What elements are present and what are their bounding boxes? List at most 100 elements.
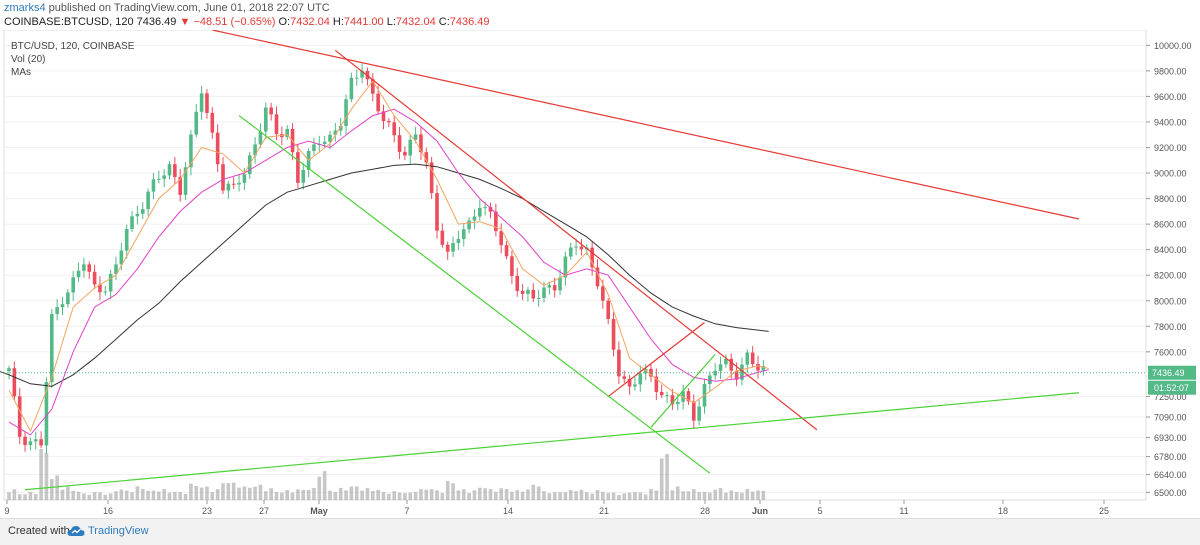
y-tick-label: 9600.00 <box>1154 92 1187 102</box>
candle-body <box>750 352 755 365</box>
candle-body <box>199 93 204 112</box>
volume-bar <box>199 487 204 500</box>
last-price-tag <box>1148 365 1196 380</box>
candle-body <box>360 70 364 78</box>
tradingview-brand-link[interactable]: TradingView <box>88 525 149 537</box>
y-tick-label: 7600.00 <box>1154 347 1187 357</box>
candle-body <box>697 406 701 421</box>
volume-bar <box>606 492 610 500</box>
candle-body <box>167 164 172 176</box>
volume-bar <box>761 490 766 500</box>
open-label: O: <box>278 16 291 28</box>
volume-bar <box>162 489 166 500</box>
volume-bar <box>344 490 348 500</box>
candle-body <box>135 213 140 217</box>
volume-bar <box>611 492 616 500</box>
tradingview-cloud-icon[interactable] <box>67 524 85 543</box>
x-tick-label: 28 <box>700 506 710 516</box>
ma-fast-line <box>8 80 769 433</box>
volume-bar <box>253 486 257 500</box>
volume-bar <box>178 492 182 500</box>
volume-bar <box>333 492 338 500</box>
candle-body <box>579 246 584 250</box>
candle-body <box>205 93 209 113</box>
candle-body <box>563 256 568 278</box>
candle-body <box>151 179 156 192</box>
candle-body <box>215 132 220 165</box>
volume-bar <box>756 490 760 500</box>
volume-bar <box>226 483 231 500</box>
volume-bar <box>92 492 97 500</box>
volume-bar <box>419 489 423 500</box>
candle-body <box>344 99 348 126</box>
volume-bar <box>242 486 247 500</box>
candle-body <box>445 244 450 252</box>
candle-body <box>296 152 300 183</box>
volume-bar <box>157 491 161 500</box>
volume-bar <box>659 458 664 500</box>
volume-bar <box>71 490 75 500</box>
candle-body <box>435 193 439 231</box>
volume-bar <box>750 491 755 500</box>
candle-body <box>413 134 418 140</box>
candle-body <box>55 307 59 315</box>
candle-body <box>499 231 503 246</box>
volume-bar <box>381 492 386 500</box>
candle-body <box>28 441 33 446</box>
candle-body <box>349 77 354 100</box>
volume-bar <box>713 489 717 500</box>
candle-body <box>226 183 231 191</box>
low-label: L: <box>386 16 396 28</box>
y-tick-label: 7090.00 <box>1154 412 1187 422</box>
y-tick-label: 6780.00 <box>1154 452 1187 462</box>
volume-bar <box>649 489 653 500</box>
volume-bar <box>7 492 11 500</box>
y-tick-label: 8800.00 <box>1154 194 1187 204</box>
author-link[interactable]: zmarks4 <box>4 2 46 14</box>
candle-body <box>178 176 182 195</box>
volume-bar <box>643 494 648 500</box>
volume-bar <box>264 491 268 500</box>
volume-bar <box>354 486 359 500</box>
volume-bar <box>285 490 289 500</box>
volume-bar <box>33 494 38 500</box>
candle-body <box>617 349 621 377</box>
volume-bar <box>221 483 225 500</box>
legend-volume: Vol (20) <box>11 54 46 65</box>
down-arrow-icon: ▼ <box>179 16 191 28</box>
candle-body <box>98 284 102 293</box>
volume-bar <box>622 493 627 500</box>
volume-bar <box>740 492 744 500</box>
y-tick-label: 8600.00 <box>1154 220 1187 230</box>
volume-bar <box>638 492 643 500</box>
volume-bar <box>403 492 407 500</box>
volume-bar <box>103 494 108 500</box>
candle-body <box>542 287 546 298</box>
candle-body <box>221 164 225 191</box>
volume-bar <box>461 489 466 500</box>
candle-body <box>162 175 166 179</box>
chart-area[interactable]: 10000.00 9800.00 9600.00 9400.00 9200.00 9000… <box>0 30 1200 518</box>
candle-body <box>515 275 520 291</box>
candle-body <box>638 373 643 385</box>
price-chart[interactable]: 10000.00 9800.00 9600.00 9400.00 9200.00 9000… <box>0 30 1200 518</box>
footer-bar: Created with TradingView <box>0 518 1200 545</box>
volume-bar <box>724 492 728 500</box>
candle-body <box>231 183 236 185</box>
candle-body <box>745 352 750 365</box>
volume-bar <box>66 486 70 500</box>
volume-bar <box>130 492 134 500</box>
low-value: 7432.04 <box>395 16 436 28</box>
candle-body <box>734 370 739 380</box>
candle-body <box>456 238 461 244</box>
candle-body <box>622 376 627 379</box>
candle-body <box>258 131 263 145</box>
candle-body <box>531 289 536 299</box>
volume-bar <box>194 485 199 500</box>
candle-body <box>173 164 177 177</box>
candle-body <box>568 247 573 257</box>
candle-body <box>274 114 279 135</box>
volume-bar <box>499 488 503 500</box>
candle-body <box>103 291 108 293</box>
candle-body <box>729 358 734 371</box>
